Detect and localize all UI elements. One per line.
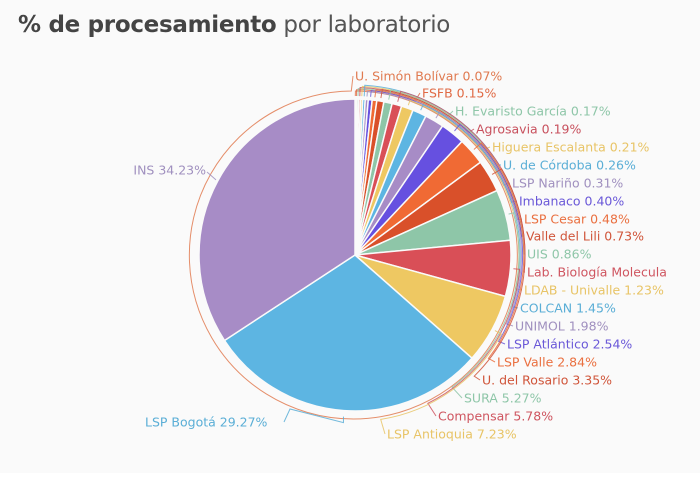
label-leader-line	[283, 408, 344, 424]
chart-title-light: por laboratorio	[276, 12, 451, 38]
slice-label: LSP Cesar 0.48%	[524, 212, 630, 227]
label-leader-line	[454, 123, 524, 345]
slice-label: UIS 0.86%	[527, 247, 592, 262]
slice-label: LSP Nariño 0.31%	[512, 176, 623, 191]
chart-title-bold: % de procesamiento	[18, 12, 277, 38]
label-leader-line	[380, 330, 503, 435]
slice-label: U. de Córdoba 0.26%	[503, 158, 636, 173]
slice-label: INS 34.23%	[133, 163, 206, 178]
slice-label: Compensar 5.78%	[438, 409, 553, 424]
pie-slices	[198, 98, 512, 412]
slice-label: Higuera Escalanta 0.21%	[492, 140, 650, 155]
label-leader-line	[473, 142, 525, 363]
slice-label: LSP Bogotá 29.27%	[145, 415, 268, 430]
slice-label: LDAB - Univalle 1.23%	[524, 283, 664, 298]
slice-label: SURA 5.27%	[464, 391, 542, 406]
slice-label: H. Evaristo García 0.17%	[455, 104, 611, 119]
label-leader-line	[206, 171, 217, 181]
label-leader-line	[473, 168, 526, 381]
pie-chart: U. Simón Bolívar 0.07% FSFB 0.15% H. Evari…	[133, 69, 667, 442]
label-leader-line	[435, 111, 522, 327]
chart-card: % de procesamiento por laboratorio U. Si…	[18, 12, 667, 442]
label-leader-line	[427, 268, 521, 417]
slice-label: LSP Atlántico 2.54%	[507, 337, 632, 352]
pie-slice[interactable]	[198, 98, 356, 342]
slice-label: U. del Rosario 3.35%	[482, 373, 612, 388]
pie-slice[interactable]	[223, 254, 474, 412]
slice-label: U. Simón Bolívar 0.07%	[355, 69, 502, 84]
slice-label: Agrosavia 0.19%	[476, 122, 582, 137]
pie-labels: U. Simón Bolívar 0.07% FSFB 0.15% H. Evari…	[133, 69, 667, 442]
label-leader-line	[188, 75, 518, 420]
chart-title: % de procesamiento por laboratorio	[18, 12, 450, 38]
slice-label: FSFB 0.15%	[422, 86, 496, 101]
slice-label: Imbanaco 0.40%	[519, 194, 624, 209]
slice-label: COLCAN 1.45%	[520, 301, 616, 316]
pie-label-leaders	[188, 75, 526, 435]
slice-label: LSP Valle 2.84%	[497, 355, 597, 370]
slice-label: Valle del Lili 0.73%	[526, 229, 644, 244]
label-leader-line	[451, 212, 520, 399]
slice-label: LSP Antioquia 7.23%	[387, 427, 517, 442]
slice-label: UNIMOL 1.98%	[515, 319, 609, 334]
slice-label: Lab. Biología Molecula	[527, 265, 667, 280]
